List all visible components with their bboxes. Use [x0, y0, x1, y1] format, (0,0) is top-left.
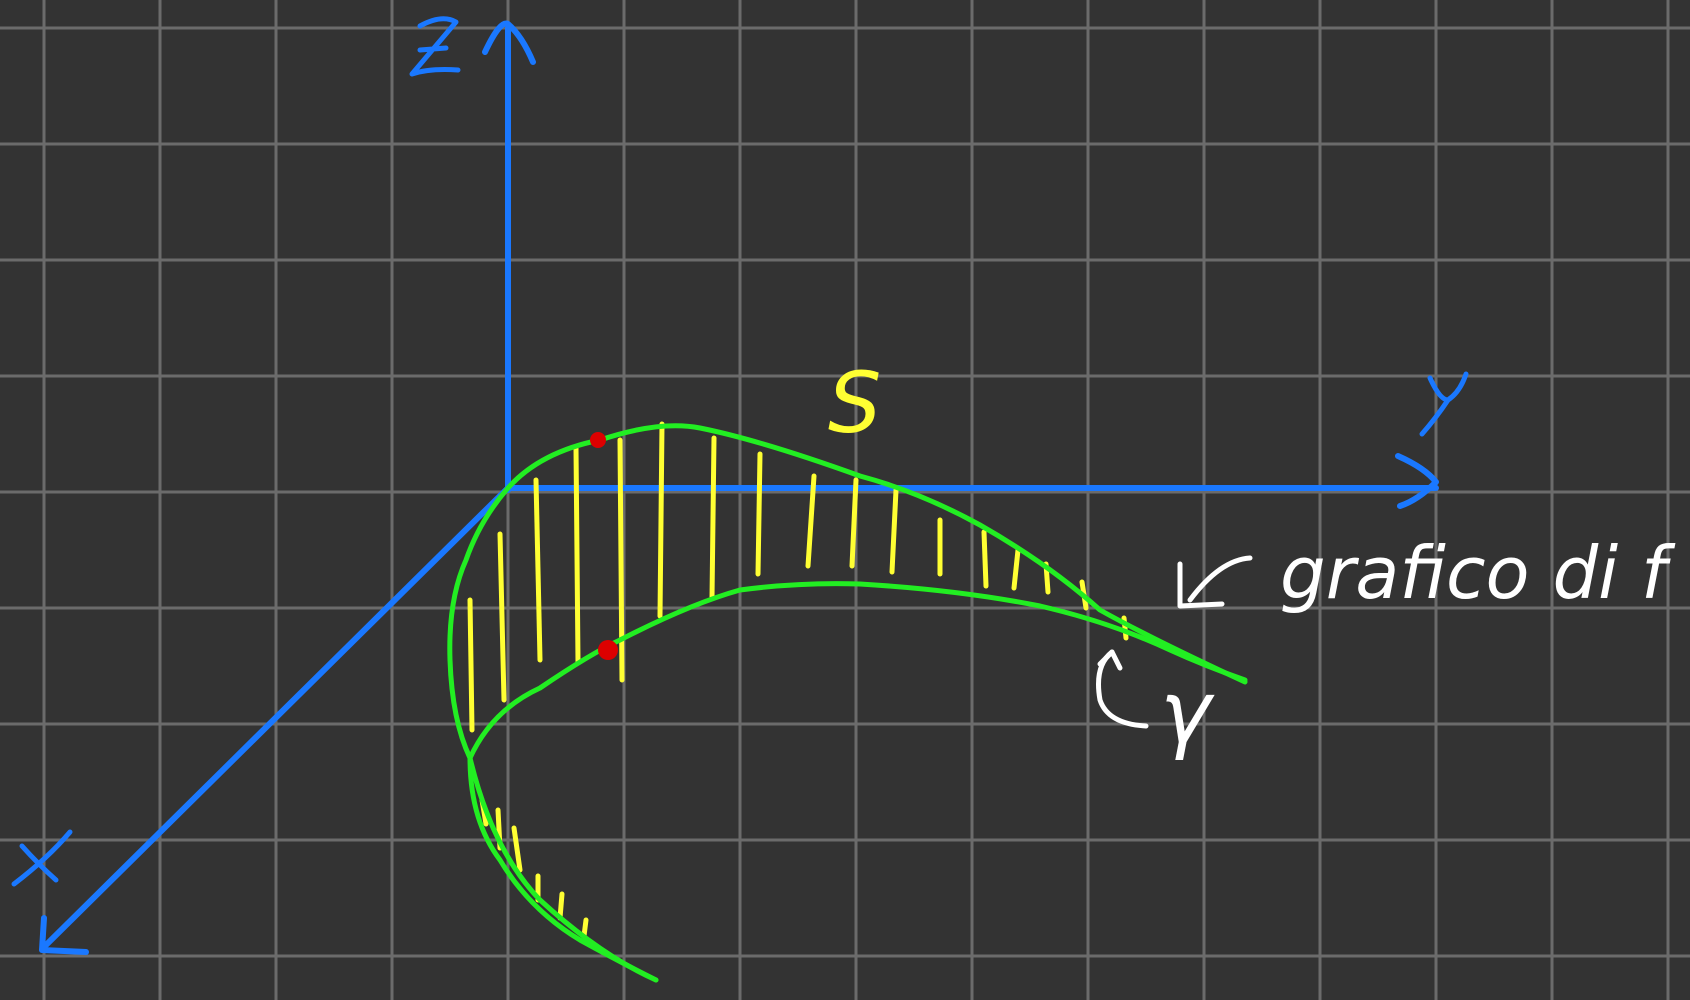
point-on-gamma: [598, 640, 618, 660]
hatch-stroke: [755, 451, 763, 577]
hatch-stroke: [981, 529, 989, 589]
hatch-stroke: [573, 445, 581, 665]
z-letter-stroke: [409, 16, 461, 77]
arrow-down-left-icon: [1177, 555, 1253, 609]
curved-arrow-icon: [1096, 649, 1149, 729]
hatch-stroke: [889, 487, 899, 575]
hatch-stroke: [709, 435, 717, 601]
x-letter-stroke: [11, 829, 73, 887]
axis-letters: [11, 16, 1469, 887]
hatch-stroke: [657, 421, 665, 619]
hatch-stroke: [533, 477, 543, 663]
point-on-graph: [590, 432, 606, 448]
annotation-arrows: [1096, 555, 1253, 729]
lower-tail-inner: [467, 755, 659, 983]
hatch-stroke: [557, 891, 565, 921]
hatch-stroke: [467, 597, 475, 733]
surface-label: S: [828, 354, 881, 452]
hatch-stroke: [805, 473, 817, 569]
hatch-stroke: [581, 917, 589, 939]
graph-note-label: grafico di f: [1280, 531, 1676, 615]
hatch-stroke: [497, 531, 507, 703]
x-axis-line: [43, 485, 511, 948]
left-edge: [447, 485, 511, 761]
hatch-stroke: [849, 477, 859, 569]
hatch-stroke: [511, 825, 523, 873]
hatch-stroke: [1011, 547, 1021, 591]
surface-boundary: [447, 423, 1248, 983]
y-letter-stroke: [1419, 371, 1469, 437]
hatch-stroke: [617, 437, 625, 683]
lower-edge-gamma: [467, 581, 1248, 761]
x-axis-arrowhead: [39, 915, 89, 955]
gamma-label: γ: [1160, 663, 1215, 763]
surface-hatching: [467, 421, 1129, 939]
y-axis-arrowhead: [1395, 453, 1439, 509]
lower-tail: [467, 755, 659, 983]
z-axis-arrowhead: [482, 20, 536, 65]
